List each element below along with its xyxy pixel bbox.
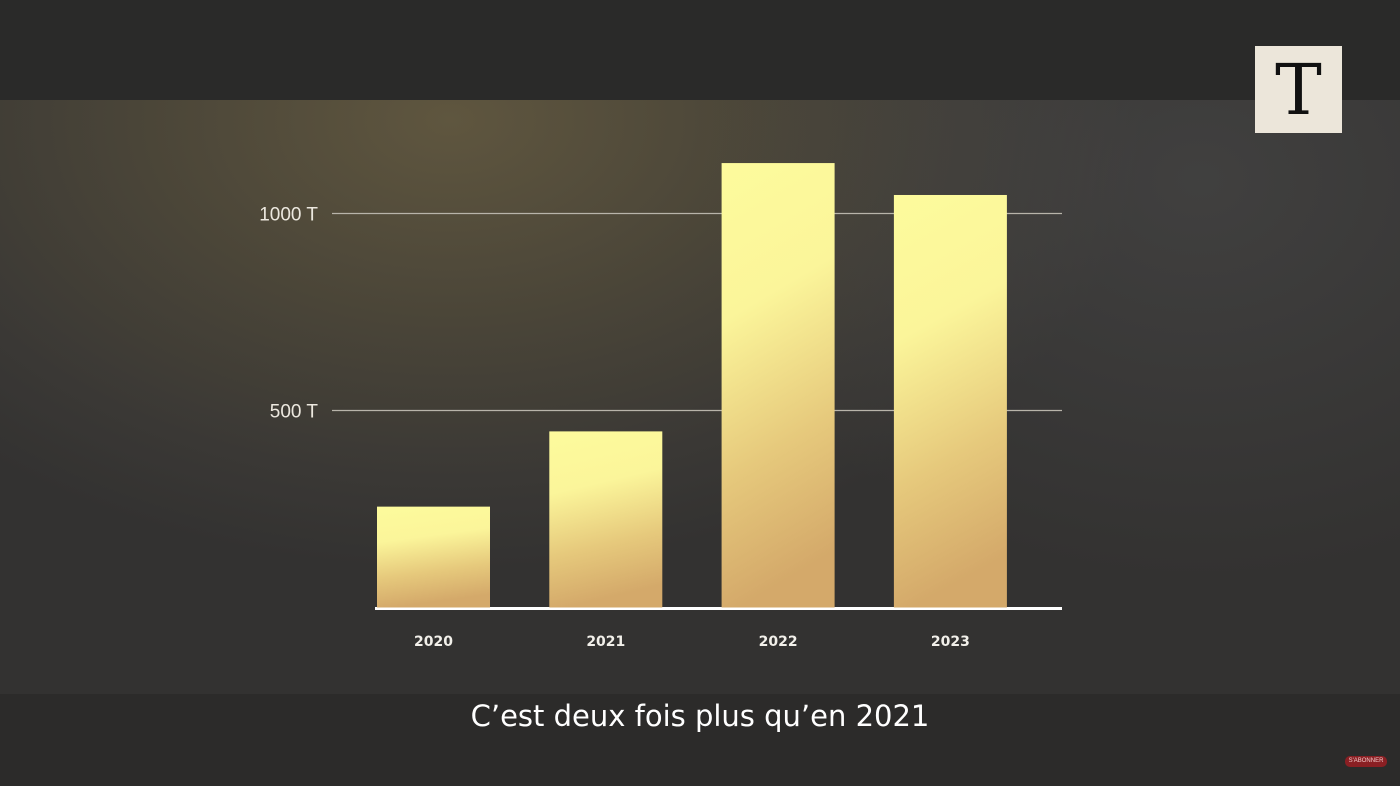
subscribe-button[interactable]: S'ABONNER <box>1345 756 1387 767</box>
x-tick-label: 2022 <box>759 634 798 650</box>
x-tick-label: 2021 <box>586 634 625 650</box>
bar-2020 <box>377 506 490 608</box>
logo-letter: T <box>1275 48 1322 131</box>
bar-2021 <box>549 431 663 608</box>
top-bar <box>0 0 1400 100</box>
y-tick-label: 500 T <box>270 402 319 423</box>
bar-2023 <box>893 194 1007 608</box>
x-tick-label: 2020 <box>414 634 453 650</box>
subtitle-bar <box>0 694 1400 786</box>
bar-2022 <box>721 163 835 608</box>
video-frame <box>0 100 1400 694</box>
caption-text: C’est deux fois plus qu’en 2021 <box>470 699 930 733</box>
publisher-logo: T <box>1255 46 1342 133</box>
x-tick-label: 2023 <box>931 634 970 650</box>
y-tick-label: 1000 T <box>259 205 318 226</box>
